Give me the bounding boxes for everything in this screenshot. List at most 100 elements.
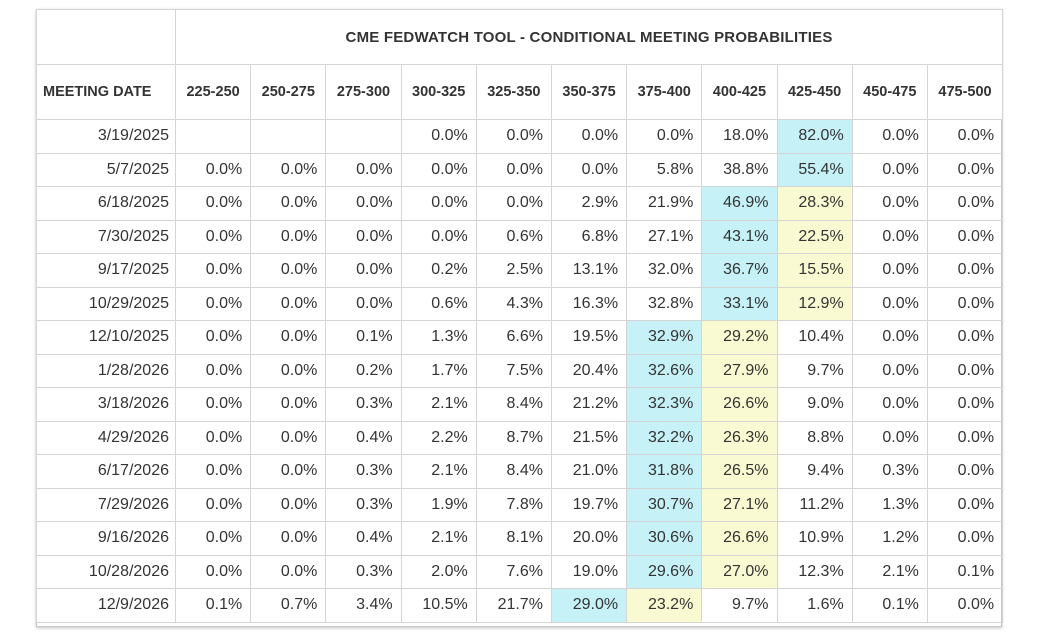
corner-cell	[36, 9, 176, 65]
probability-cell: 0.0%	[626, 119, 703, 154]
meeting-date-cell: 10/29/2025	[36, 286, 176, 321]
meeting-date-cell: 6/18/2025	[36, 186, 176, 221]
probability-cell: 0.0%	[926, 521, 1004, 556]
probability-cell: 0.0%	[325, 186, 402, 221]
probability-cell: 26.6%	[701, 521, 778, 556]
probability-cell: 33.1%	[701, 286, 778, 321]
probability-cell: 0.0%	[926, 487, 1004, 522]
probability-cell: 0.3%	[851, 454, 928, 489]
column-header: 475-500	[926, 64, 1004, 120]
probability-cell: 0.0%	[926, 420, 1004, 455]
probability-cell: 13.1%	[550, 253, 628, 288]
probability-cell: 0.0%	[926, 387, 1004, 422]
probability-cell: 0.2%	[400, 253, 477, 288]
probability-cell: 12.3%	[776, 554, 853, 589]
probability-cell: 0.0%	[174, 420, 252, 455]
probability-cell: 0.0%	[174, 521, 252, 556]
probability-cell: 0.0%	[400, 119, 477, 154]
probability-cell: 0.0%	[250, 554, 327, 589]
probability-cell: 0.0%	[851, 219, 928, 254]
probability-cell: 10.4%	[776, 320, 853, 355]
probability-cell: 0.4%	[325, 521, 402, 556]
table-title: CME FEDWATCH TOOL - CONDITIONAL MEETING …	[174, 9, 1004, 65]
probability-cell: 0.0%	[174, 454, 252, 489]
probability-cell: 3.4%	[325, 588, 402, 623]
probability-cell: 7.8%	[475, 487, 552, 522]
probability-cell: 0.0%	[250, 219, 327, 254]
probability-cell: 30.6%	[626, 521, 703, 556]
probability-cell: 32.0%	[626, 253, 703, 288]
probability-cell: 32.9%	[626, 320, 703, 355]
probability-cell: 0.0%	[475, 119, 552, 154]
probability-cell: 0.0%	[174, 387, 252, 422]
probability-cell: 0.0%	[250, 454, 327, 489]
probability-cell: 8.4%	[475, 387, 552, 422]
probability-cell: 0.6%	[400, 286, 477, 321]
table-row: 4/29/2026 0.0% 0.0% 0.4% 2.2% 8.7% 21.5% 32.2% 2…	[36, 420, 1004, 455]
probability-cell: 0.0%	[851, 119, 928, 154]
meeting-date-cell: 4/29/2026	[36, 420, 176, 455]
probability-cell: 1.9%	[400, 487, 477, 522]
probability-cell: 1.6%	[776, 588, 853, 623]
probability-cell: 0.3%	[325, 454, 402, 489]
meeting-date-cell: 3/18/2026	[36, 387, 176, 422]
column-header: 375-400	[626, 64, 703, 120]
meeting-date-cell: 7/29/2026	[36, 487, 176, 522]
probability-cell: 0.0%	[926, 152, 1004, 187]
probability-cell: 2.1%	[400, 387, 477, 422]
probability-cell: 0.7%	[250, 588, 327, 623]
table-body: 3/19/2025 0.0% 0.0% 0.0% 0.0% 18.0% 82.0% 0.0% 0…	[36, 119, 1004, 623]
table-row: 12/9/2026 0.1% 0.7% 3.4% 10.5% 21.7% 29.0% 23.2…	[36, 588, 1004, 623]
probability-cell: 0.0%	[174, 286, 252, 321]
probability-cell: 8.1%	[475, 521, 552, 556]
probability-cell: 1.7%	[400, 353, 477, 388]
meeting-date-cell: 3/19/2025	[36, 119, 176, 154]
probability-cell: 0.0%	[250, 152, 327, 187]
probability-cell: 11.2%	[776, 487, 853, 522]
probability-cell: 27.9%	[701, 353, 778, 388]
probability-cell: 26.6%	[701, 387, 778, 422]
probability-cell: 8.7%	[475, 420, 552, 455]
probability-cell: 0.3%	[325, 487, 402, 522]
probability-cell: 0.0%	[851, 387, 928, 422]
table-row: 3/18/2026 0.0% 0.0% 0.3% 2.1% 8.4% 21.2% 32.3% 2…	[36, 387, 1004, 422]
probability-cell: 0.0%	[174, 186, 252, 221]
probability-cell: 0.0%	[250, 487, 327, 522]
probability-cell: 5.8%	[626, 152, 703, 187]
table-row: 1/28/2026 0.0% 0.0% 0.2% 1.7% 7.5% 20.4% 32.6% 2…	[36, 353, 1004, 388]
probability-cell: 21.7%	[475, 588, 552, 623]
probability-cell: 82.0%	[776, 119, 853, 154]
probability-cell: 7.6%	[475, 554, 552, 589]
probability-cell: 20.4%	[550, 353, 628, 388]
probability-cell: 0.0%	[250, 387, 327, 422]
probability-cell: 0.0%	[926, 186, 1004, 221]
probability-cell: 0.0%	[250, 253, 327, 288]
probability-cell: 29.6%	[626, 554, 703, 589]
probability-cell: 0.0%	[550, 119, 628, 154]
probability-cell: 32.3%	[626, 387, 703, 422]
probability-cell: 20.0%	[550, 521, 628, 556]
probability-cell: 18.0%	[701, 119, 778, 154]
table-row: 7/30/2025 0.0% 0.0% 0.0% 0.0% 0.6% 6.8% 27.1% 43…	[36, 219, 1004, 254]
table-row: 9/16/2026 0.0% 0.0% 0.4% 2.1% 8.1% 20.0% 30.6% 2…	[36, 521, 1004, 556]
probability-cell: 0.0%	[250, 186, 327, 221]
column-header: 400-425	[701, 64, 778, 120]
title-row: CME FEDWATCH TOOL - CONDITIONAL MEETING …	[36, 9, 1004, 65]
probability-cell: 0.0%	[851, 152, 928, 187]
probability-cell: 0.1%	[325, 320, 402, 355]
probability-cell: 0.0%	[250, 286, 327, 321]
probability-cell: 0.0%	[400, 186, 477, 221]
probability-cell: 43.1%	[701, 219, 778, 254]
probability-cell: 6.6%	[475, 320, 552, 355]
probability-cell: 10.5%	[400, 588, 477, 623]
meeting-date-cell: 10/28/2026	[36, 554, 176, 589]
probability-cell: 19.5%	[550, 320, 628, 355]
probability-cell	[325, 119, 402, 154]
meeting-date-cell: 6/17/2026	[36, 454, 176, 489]
probability-cell: 0.1%	[174, 588, 252, 623]
probability-cell: 2.1%	[400, 454, 477, 489]
probability-cell: 9.0%	[776, 387, 853, 422]
probability-cell	[174, 119, 252, 154]
column-header: 425-450	[776, 64, 853, 120]
probability-cell: 46.9%	[701, 186, 778, 221]
